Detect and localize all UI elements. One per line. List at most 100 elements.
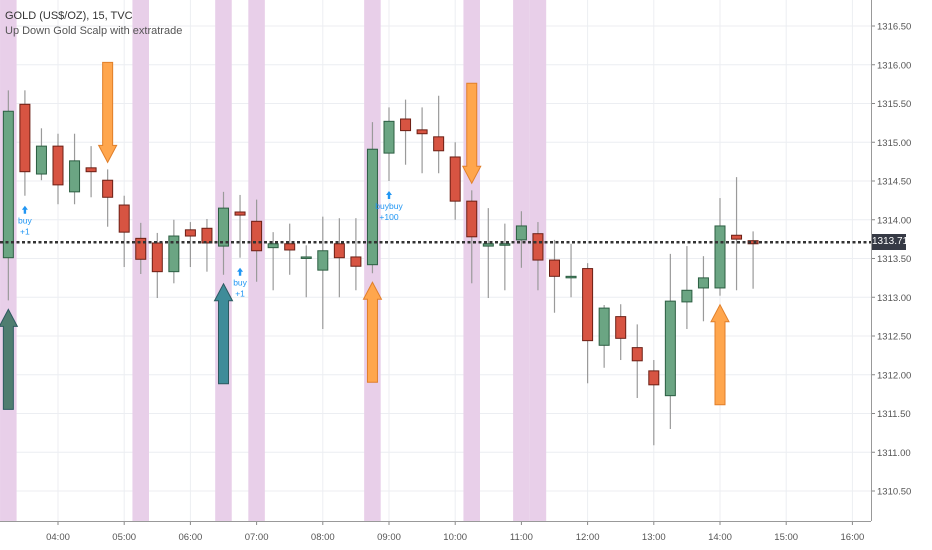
candle <box>681 246 693 330</box>
candle-body <box>482 243 494 247</box>
candle <box>85 146 97 198</box>
candle <box>482 208 494 299</box>
candle <box>515 211 527 268</box>
signal-arrow-icon <box>21 205 28 214</box>
x-tick-label: 06:00 <box>179 532 203 543</box>
candle <box>333 218 345 298</box>
last-price-label: 1313.71 <box>872 234 908 250</box>
signal-amount: +1 <box>20 227 30 237</box>
x-tick-label: 05:00 <box>112 532 136 543</box>
candle-body <box>697 277 709 289</box>
candle-body <box>69 160 81 193</box>
signal-arrow-icon <box>237 267 244 276</box>
candle-body <box>631 347 643 362</box>
x-tick-label: 07:00 <box>245 532 269 543</box>
candle-body <box>615 316 627 339</box>
candle-body <box>52 145 64 186</box>
candle <box>598 305 610 368</box>
candle <box>565 243 577 298</box>
candle <box>499 223 511 291</box>
candle-body <box>284 243 296 251</box>
y-tick-label: 1313.00 <box>877 293 911 304</box>
signal-amount: +100 <box>379 212 398 222</box>
arrow-up-icon <box>0 308 19 410</box>
chart-legend: GOLD (US$/OZ), 15, TVC Up Down Gold Scal… <box>5 9 182 39</box>
candle <box>2 90 14 301</box>
x-tick-label: 14:00 <box>708 532 732 543</box>
candle <box>35 128 47 181</box>
candle-body <box>102 179 114 198</box>
symbol-title[interactable]: GOLD (US$/OZ), 15, TVC <box>5 10 133 22</box>
x-tick-label: 12:00 <box>576 532 600 543</box>
candle-body <box>267 243 279 249</box>
candle <box>102 169 114 227</box>
candle <box>631 324 643 398</box>
candle-body <box>151 242 163 273</box>
candle-body <box>582 268 594 342</box>
candle-body <box>515 225 527 241</box>
signal-label: buy <box>233 278 247 288</box>
candle <box>168 219 180 284</box>
candle-body <box>664 300 676 397</box>
candle <box>383 107 395 181</box>
x-tick-label: 11:00 <box>510 532 533 543</box>
candle-body <box>251 220 263 252</box>
candle <box>664 253 676 429</box>
candle <box>532 222 544 291</box>
y-tick-label: 1313.50 <box>877 254 911 265</box>
candle-body <box>648 370 660 386</box>
candle <box>350 218 362 291</box>
candle-body <box>218 207 229 247</box>
candle <box>449 142 461 220</box>
candle <box>52 133 64 205</box>
x-tick-label: 09:00 <box>377 532 401 543</box>
x-tick-label: 08:00 <box>311 532 335 543</box>
arrow-up-icon <box>213 282 234 385</box>
buy-signal: buy+1 <box>233 267 248 299</box>
candle <box>184 222 196 268</box>
candle-body <box>35 145 47 175</box>
candle-body <box>565 275 577 279</box>
candle-body <box>118 204 130 233</box>
candle <box>416 107 428 174</box>
candle <box>234 194 246 258</box>
y-tick-label: 1315.50 <box>877 99 911 110</box>
candle <box>300 245 312 298</box>
signal-amount: +1 <box>235 289 245 299</box>
candle <box>747 231 759 289</box>
candle <box>549 239 560 313</box>
candle-body <box>466 200 478 238</box>
candle-body <box>499 243 511 246</box>
candle <box>284 223 296 275</box>
candle-body <box>350 256 362 267</box>
candle <box>218 191 229 275</box>
y-tick-label: 1314.00 <box>877 215 911 226</box>
candle-body <box>433 136 445 152</box>
candle-body <box>532 233 544 261</box>
signal-arrow-icon <box>386 191 392 199</box>
arrow-up-icon <box>362 281 383 383</box>
candle-body <box>400 118 412 132</box>
arrow-up-icon <box>710 303 730 406</box>
x-tick-label: 13:00 <box>642 532 666 543</box>
candle <box>433 95 445 174</box>
indicator-title[interactable]: Up Down Gold Scalp with extratrade <box>5 25 183 37</box>
candle <box>648 360 660 446</box>
candle <box>118 195 130 268</box>
candle-body <box>598 307 610 346</box>
candle-body <box>366 148 378 266</box>
candle-body <box>681 289 693 303</box>
candle-body <box>19 103 31 173</box>
candle-body <box>85 167 97 173</box>
candle-body <box>184 229 196 237</box>
candle-body <box>317 250 329 271</box>
candle <box>466 190 478 284</box>
candle-body <box>135 237 147 260</box>
y-tick-label: 1311.00 <box>877 448 911 459</box>
y-tick-label: 1315.00 <box>877 138 911 149</box>
candle <box>366 122 378 274</box>
x-tick-label: 16:00 <box>841 532 865 543</box>
candle-body <box>731 234 743 240</box>
candle <box>201 218 213 272</box>
